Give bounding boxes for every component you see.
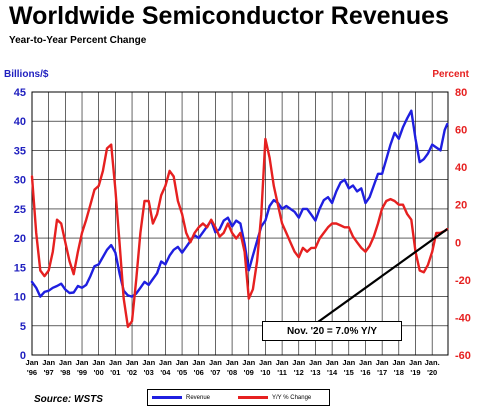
x-tick-label-year: '13 [310,368,320,377]
right-axis-title: Percent [432,69,469,80]
left-tick-label: 0 [20,350,26,362]
annotation-label: Nov. '20 = 7.0% Y/Y [262,321,402,341]
x-tick-label-year: '05 [177,368,187,377]
legend-label-revenue: Revenue [186,394,211,401]
x-tick-label-month: Jan [259,358,272,367]
chart-title: Worldwide Semiconductor Revenues [9,2,449,30]
x-tick-label-year: '12 [294,368,304,377]
x-tick-label-year: '18 [394,368,404,377]
x-tick-label-month: Jan [59,358,72,367]
x-tick-label-month: Jan [276,358,289,367]
x-tick-label-month: Jan [292,358,305,367]
left-axis-title: Billions/$ [4,69,49,80]
x-tick-label-month: Jan [126,358,139,367]
x-tick-label-year: '16 [360,368,370,377]
x-tick-label-month: Jan [209,358,222,367]
left-tick-label: 10 [14,292,26,304]
x-tick-label-year: '96 [27,368,37,377]
x-tick-label-year: '10 [260,368,270,377]
right-tick-label: 60 [455,125,467,137]
x-tick-label-year: '17 [377,368,387,377]
x-tick-label-year: '04 [160,368,171,377]
x-tick-label-month: Jan [159,358,172,367]
legend-item-yoy-change: Y/Y % Change [238,390,311,405]
left-tick-label: 40 [14,116,26,128]
x-tick-label-month: Jan [42,358,55,367]
x-tick-label-month: Jan [76,358,89,367]
x-tick-label-year: '15 [344,368,354,377]
left-tick-label: 45 [14,87,26,99]
left-tick-label: 30 [14,175,26,187]
right-tick-label: -40 [455,312,471,324]
chart-subtitle: Year-to-Year Percent Change [9,35,147,46]
x-tick-label-month: Jan [392,358,405,367]
right-tick-label: 40 [455,162,467,174]
x-tick-label-month: Jan [326,358,339,367]
x-tick-label-year: '01 [110,368,120,377]
x-tick-label-month: Jan [359,358,372,367]
legend: Revenue Y/Y % Change [147,389,330,406]
x-tick-label-month: Jan [309,358,322,367]
left-tick-label: 25 [14,204,26,216]
x-tick-label-year: '08 [227,368,237,377]
left-tick-label: 20 [14,233,26,245]
left-tick-label: 35 [14,145,26,157]
right-tick-label: 20 [455,200,467,212]
x-tick-label-year: '00 [94,368,104,377]
x-tick-label-month: Jan [342,358,355,367]
legend-swatch-revenue [152,396,182,399]
x-tick-label-year: '14 [327,368,338,377]
x-tick-label-month: Jan [26,358,39,367]
x-tick-label-year: '03 [144,368,154,377]
right-tick-label: 80 [455,87,467,99]
x-tick-label-month: Jan. [425,358,440,367]
x-tick-label-year: '09 [244,368,254,377]
x-tick-label-month: Jan [409,358,422,367]
right-tick-label: -20 [455,275,471,287]
x-tick-label-year: '97 [44,368,54,377]
x-tick-label-month: Jan [192,358,205,367]
x-tick-label-year: '07 [210,368,220,377]
legend-swatch-yoy-change [238,396,268,399]
source-note: Source: WSTS [34,394,103,405]
x-tick-label-month: Jan [226,358,239,367]
x-tick-label-year: '98 [60,368,70,377]
series-line-yoy-change [30,137,449,328]
x-tick-label-month: Jan [92,358,105,367]
legend-label-yoy-change: Y/Y % Change [272,394,312,401]
x-tick-label-month: Jan [376,358,389,367]
left-tick-label: 15 [14,262,26,274]
annotation-pointer [317,228,448,323]
x-tick-label-month: Jan [176,358,189,367]
series-line-revenue [30,109,449,298]
x-tick-label-year: '11 [277,368,287,377]
x-tick-label-year: '19 [410,368,420,377]
x-tick-label-year: '06 [194,368,204,377]
x-tick-label-year: '02 [127,368,137,377]
right-tick-label: -60 [455,350,471,362]
x-tick-label-month: Jan [242,358,255,367]
x-tick-label-year: '99 [77,368,87,377]
left-tick-label: 5 [20,321,26,333]
x-tick-label-year: '20 [427,368,437,377]
legend-item-revenue: Revenue [152,390,210,405]
right-tick-label: 0 [455,237,461,249]
x-tick-label-month: Jan [142,358,155,367]
x-tick-label-month: Jan [109,358,122,367]
